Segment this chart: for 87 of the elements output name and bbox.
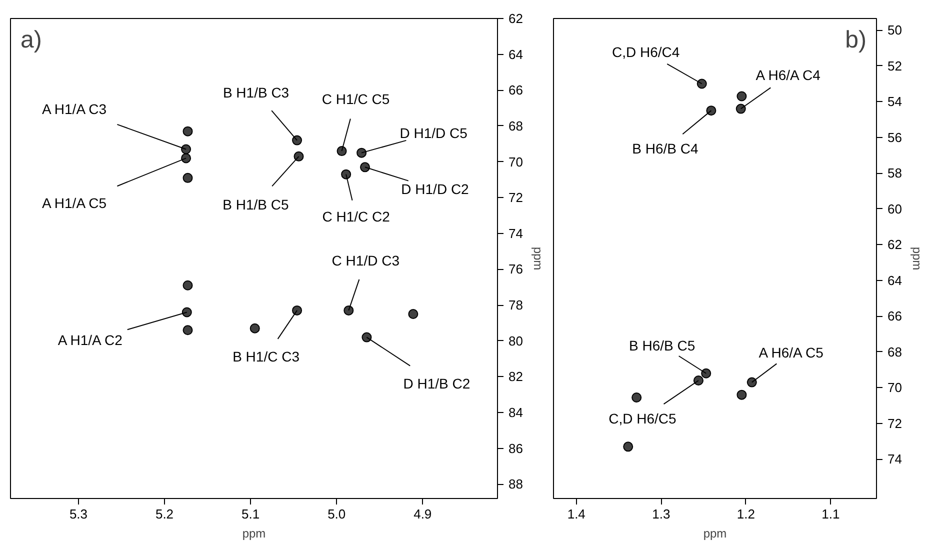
y-tick-label: 60 — [888, 201, 902, 216]
x-tick-label: 5.1 — [242, 506, 260, 522]
x-tick-label: 1.4 — [567, 506, 586, 522]
y-tick-label: 50 — [888, 22, 902, 38]
x-tick-label: 1.3 — [652, 506, 670, 522]
point — [736, 104, 746, 114]
point — [292, 135, 302, 146]
y-tick-label: 84 — [508, 405, 523, 420]
point — [294, 151, 304, 162]
y-tick-label: 66 — [888, 308, 902, 324]
y-tick-label: 72 — [888, 416, 902, 431]
point — [736, 390, 747, 400]
y-tick-label: 82 — [508, 369, 523, 384]
y-tick-label: 66 — [508, 82, 523, 98]
point — [696, 78, 707, 89]
x-tick-label: 5.2 — [155, 506, 174, 522]
point — [181, 153, 192, 164]
point — [182, 126, 193, 136]
y-tick-label: 70 — [888, 380, 902, 396]
point — [362, 332, 372, 342]
y-tick-label: 86 — [508, 440, 523, 456]
y-tick-label: 62 — [508, 11, 523, 26]
point — [746, 377, 757, 388]
y-tick-label: 74 — [508, 226, 523, 241]
point — [182, 307, 192, 318]
annotation: B H6/B C4 — [632, 140, 698, 157]
point — [623, 442, 634, 452]
annotation: A H1/A C5 — [42, 195, 107, 212]
annotation: B H1/B C5 — [222, 196, 290, 212]
annotation: A H1/A C3 — [42, 101, 107, 118]
y-tick-label: 70 — [508, 154, 523, 170]
point — [182, 280, 193, 290]
x-tick-label: 5.3 — [69, 506, 88, 522]
y-tick-label: 78 — [508, 298, 523, 313]
annotation: B H6/B C5 — [629, 337, 696, 354]
y-tick-label: 72 — [508, 190, 523, 206]
x-axis-title: ppm — [703, 526, 727, 540]
y-axis-title: ppm — [530, 246, 545, 270]
y-tick-label: 58 — [888, 166, 902, 181]
y-tick-label: 74 — [888, 452, 902, 467]
annotation: B H1/B C3 — [222, 84, 290, 100]
annotation: A H1/A C2 — [58, 332, 123, 348]
y-tick-label: 54 — [888, 94, 902, 110]
x-tick-label: 1.1 — [822, 506, 840, 522]
y-tick-label: 62 — [888, 237, 902, 252]
point — [292, 305, 302, 316]
point — [250, 323, 260, 334]
point — [408, 309, 418, 320]
annotation: D H1/B C2 — [403, 375, 470, 392]
point — [736, 91, 747, 102]
y-tick-label: 52 — [888, 58, 902, 74]
annotation: C H1/C C2 — [322, 208, 390, 224]
y-tick-label: 76 — [508, 262, 523, 277]
point — [706, 106, 716, 116]
annotation: D H1/D C5 — [400, 124, 468, 141]
x-axis-title: ppm — [242, 526, 266, 540]
y-tick-label: 64 — [888, 272, 902, 288]
point — [693, 376, 704, 386]
point — [356, 148, 367, 158]
point — [632, 392, 642, 402]
y-tick-label: 68 — [888, 344, 902, 360]
x-tick-label: 4.9 — [414, 506, 432, 522]
annotation: D H1/D C2 — [401, 181, 470, 198]
y-tick-label: 80 — [508, 333, 523, 348]
annotation: C H1/C C5 — [322, 91, 390, 108]
y-axis-title: ppm — [910, 246, 924, 270]
annotation: A H6/A C5 — [758, 344, 824, 360]
annotation: C,D H6/C5 — [608, 410, 677, 427]
x-tick-label: 1.2 — [736, 506, 755, 522]
y-tick-label: 88 — [508, 476, 523, 492]
point — [360, 162, 370, 172]
point — [182, 325, 193, 336]
point — [701, 368, 712, 378]
y-tick-label: 56 — [888, 130, 902, 145]
annotation: C,D H6/C4 — [612, 44, 680, 60]
y-tick-label: 68 — [508, 118, 523, 134]
point — [344, 305, 354, 316]
point — [341, 169, 352, 180]
annotation: B H1/C C3 — [232, 348, 300, 364]
y-tick-label: 64 — [508, 46, 523, 62]
annotation: A H6/A C4 — [756, 66, 821, 83]
point — [182, 172, 193, 183]
annotation: C H1/D C3 — [332, 252, 400, 268]
chart-title: b) — [845, 26, 867, 54]
point — [336, 146, 347, 156]
x-tick-label: 5.0 — [328, 506, 346, 522]
chart-title: a) — [20, 26, 42, 54]
